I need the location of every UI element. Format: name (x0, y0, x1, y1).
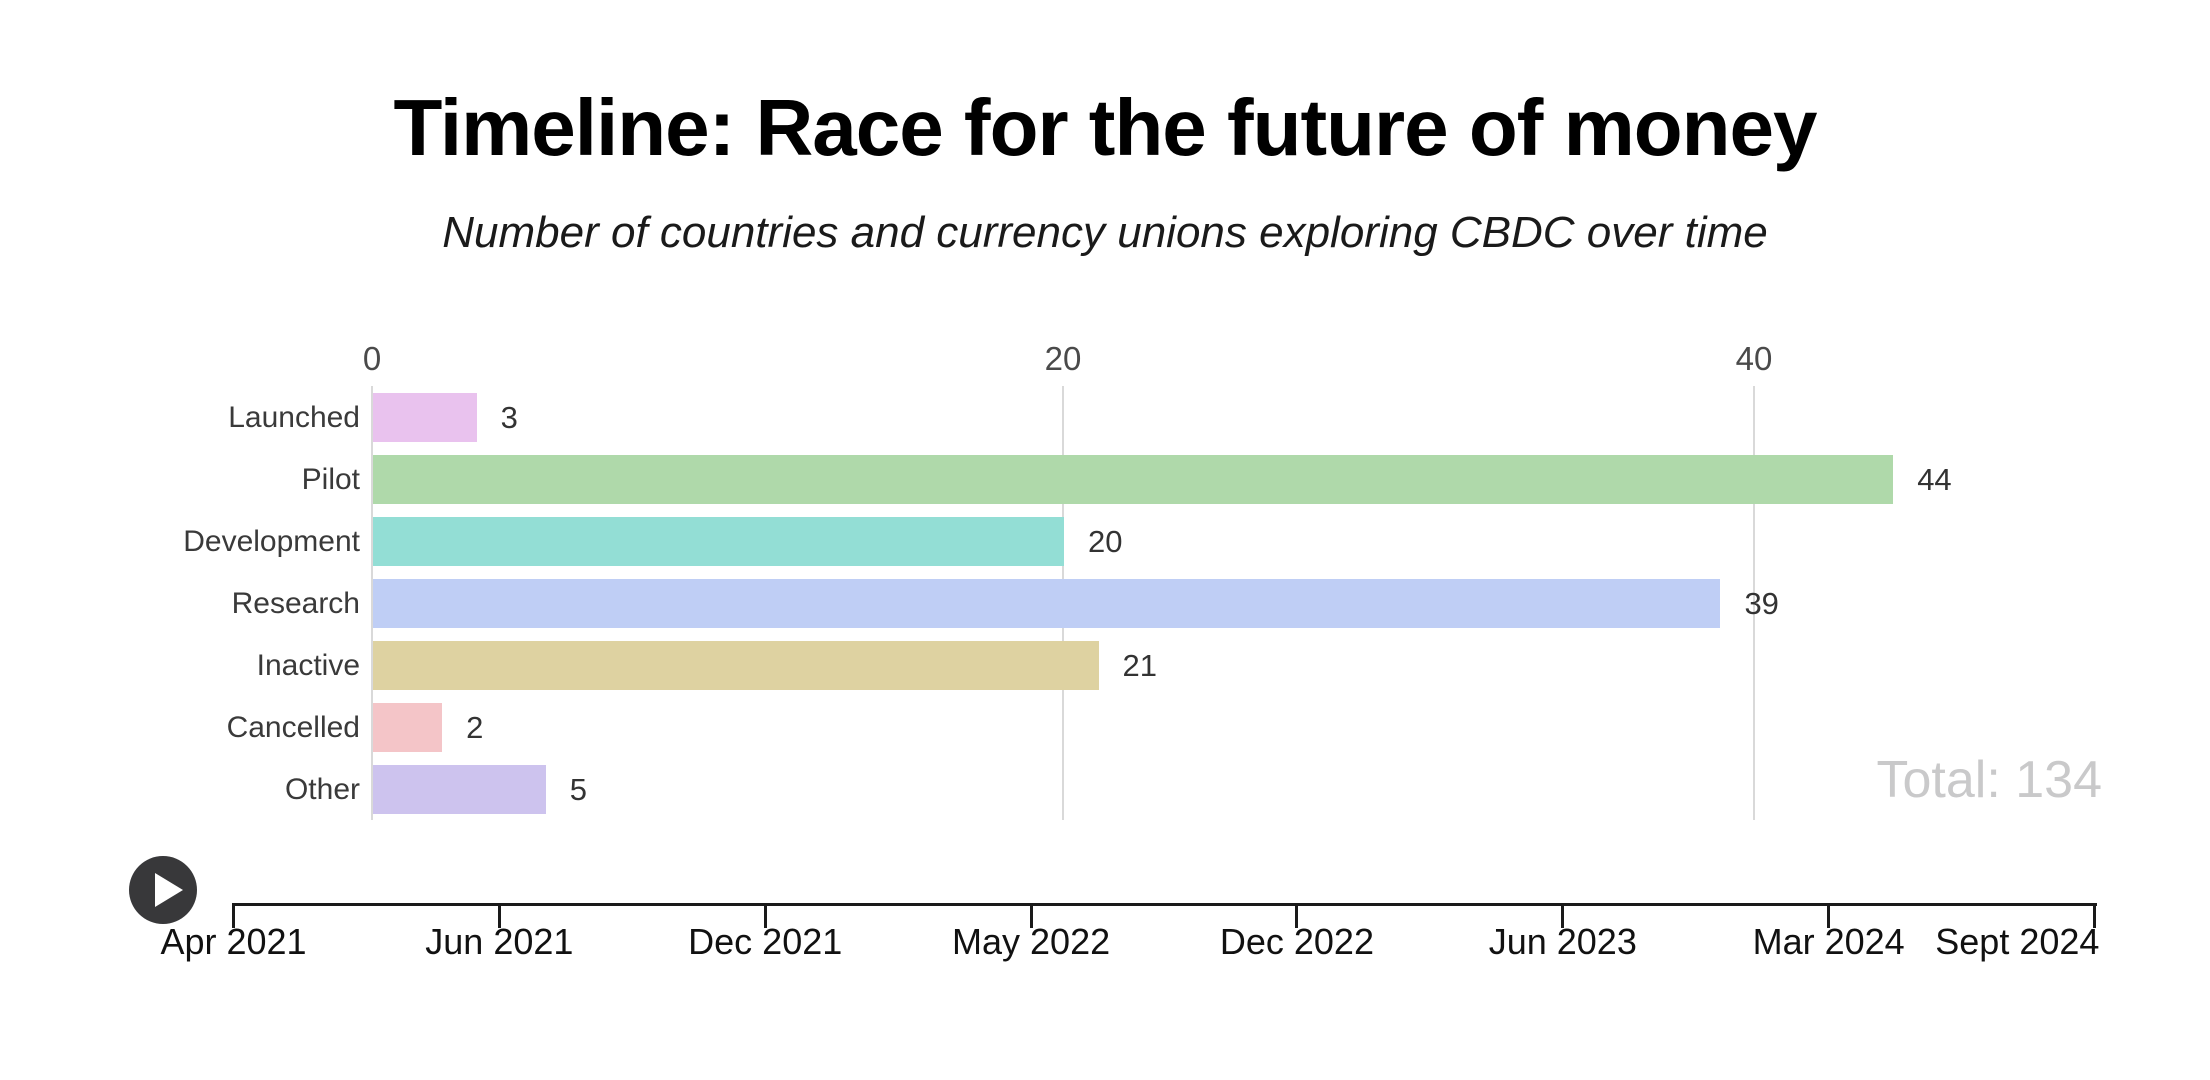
timeline-date-label: May 2022 (952, 921, 1111, 962)
bar-pilot (373, 455, 1894, 504)
timeline-tick[interactable] (1029, 903, 1033, 928)
chart-subtitle: Number of countries and currency unions … (442, 208, 1768, 257)
category-label: Cancelled (226, 711, 360, 744)
bar-launched (373, 393, 477, 442)
category-label: Launched (228, 401, 360, 434)
bar-research (373, 579, 1721, 628)
timeline-tick[interactable] (763, 903, 767, 928)
bar-development (373, 517, 1064, 566)
play-button[interactable] (129, 856, 197, 924)
timeline-date-label: Apr 2021 (160, 921, 307, 962)
total-counter: Total: 134 (1876, 751, 2103, 809)
timeline-date-label: Dec 2022 (1219, 921, 1374, 962)
value-label: 20 (1088, 524, 1123, 559)
bar-other (373, 765, 546, 814)
category-label: Development (183, 525, 360, 558)
value-label: 5 (569, 772, 587, 807)
value-label: 3 (500, 400, 518, 435)
value-label: 2 (466, 710, 484, 745)
timeline-tick[interactable] (1827, 903, 1831, 928)
timeline-tick[interactable] (1561, 903, 1565, 928)
category-label: Pilot (301, 463, 360, 496)
category-label: Research (231, 587, 360, 620)
grid-line (1753, 386, 1755, 820)
timeline-date-label: Sept 2024 (1935, 921, 2100, 962)
value-label: 39 (1744, 586, 1779, 621)
play-icon (155, 873, 183, 907)
grid-line (371, 386, 373, 820)
timeline-date-label: Jun 2021 (425, 921, 574, 962)
x-axis-tick-label: 20 (1044, 340, 1082, 377)
category-label: Other (284, 773, 360, 806)
timeline-tick[interactable] (232, 903, 235, 928)
timeline-tick[interactable] (1295, 903, 1299, 928)
timeline-axis-line (233, 903, 2097, 906)
bar-cancelled (373, 703, 443, 752)
timeline-date-label: Dec 2021 (688, 921, 843, 962)
timeline-tick[interactable] (2093, 903, 2096, 928)
chart-title: Timeline: Race for the future of money (393, 83, 1818, 172)
timeline-tick[interactable] (497, 903, 501, 928)
timeline-date-label: Mar 2024 (1752, 921, 1905, 962)
value-label: 44 (1917, 462, 1952, 497)
x-axis-tick-label: 0 (362, 340, 382, 377)
category-label: Inactive (256, 649, 360, 682)
timeline-date-label: Jun 2023 (1488, 921, 1637, 962)
value-label: 21 (1122, 648, 1158, 683)
x-axis-tick-label: 40 (1735, 340, 1773, 377)
bar-inactive (373, 641, 1099, 690)
